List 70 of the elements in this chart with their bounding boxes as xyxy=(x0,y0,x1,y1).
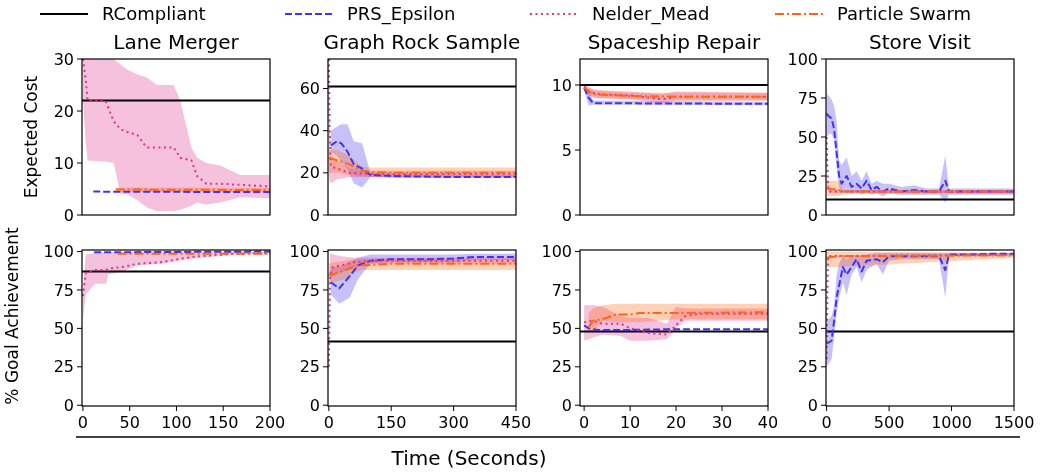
line-series xyxy=(826,112,1014,193)
x-tick-label: 500 xyxy=(873,413,905,432)
legend-label: RCompliant xyxy=(102,3,206,25)
y-tick-label: 50 xyxy=(53,318,74,338)
chart-title: Store Visit xyxy=(869,30,972,54)
y-tick-label: 75 xyxy=(797,88,818,108)
y-tick-label: 0 xyxy=(63,395,74,415)
x-tick-label: 40 xyxy=(757,413,779,432)
x-tick-label: 0 xyxy=(579,413,590,432)
legend-label: Particle Swarm xyxy=(837,3,972,25)
y-tick-label: 25 xyxy=(53,357,74,377)
y-tick-label: 25 xyxy=(551,357,572,377)
x-axis-title: Time (Seconds) xyxy=(390,446,547,470)
chart-title: Lane Merger xyxy=(113,30,240,54)
y-tick-label: 0 xyxy=(807,395,818,415)
y-tick-label: 50 xyxy=(551,318,572,338)
y-tick-label: 100 xyxy=(289,242,320,262)
x-tick-label: 10 xyxy=(619,413,641,432)
y-tick-label: 5 xyxy=(561,140,572,160)
y-tick-label: 75 xyxy=(797,280,818,300)
x-tick-label: 200 xyxy=(254,413,286,432)
y-tick-label: 40 xyxy=(299,121,320,141)
chart-title: Spaceship Repair xyxy=(587,30,762,54)
y-tick-label: 100 xyxy=(541,242,572,262)
x-tick-label: 1000 xyxy=(931,413,972,432)
x-tick-label: 450 xyxy=(500,413,532,432)
line-series xyxy=(329,140,516,179)
y-tick-label: 50 xyxy=(299,318,320,338)
y-tick-label: 10 xyxy=(53,153,74,173)
y-tick-label: 75 xyxy=(53,280,74,300)
line-series xyxy=(82,59,270,188)
x-tick-label: 20 xyxy=(665,413,687,432)
y-tick-label: 60 xyxy=(299,79,320,99)
y-tick-label: 100 xyxy=(787,49,818,69)
y-tick-label: 0 xyxy=(63,205,74,225)
chart-title: Graph Rock Sample xyxy=(323,30,521,54)
y-tick-label: 30 xyxy=(53,49,74,69)
y-tick-label: 25 xyxy=(797,166,818,186)
y-tick-label: 20 xyxy=(299,163,320,183)
y-tick-label: 50 xyxy=(797,318,818,338)
x-tick-label: 0 xyxy=(821,413,832,432)
y-tick-label: 0 xyxy=(561,395,572,415)
legend-label: PRS_Epsilon xyxy=(347,3,456,26)
y-tick-label: 100 xyxy=(787,242,818,262)
x-tick-label: 1500 xyxy=(993,413,1035,432)
x-tick-label: 150 xyxy=(207,413,239,432)
y-tick-label: 25 xyxy=(797,357,818,377)
line-series xyxy=(328,157,516,174)
y-axis-title: % Goal Achievement xyxy=(2,227,22,405)
y-tick-label: 50 xyxy=(797,127,818,147)
line-series xyxy=(328,262,516,276)
x-tick-label: 50 xyxy=(119,413,140,432)
y-tick-label: 100 xyxy=(43,242,74,262)
x-tick-label: 300 xyxy=(438,413,469,432)
x-tick-label: 0 xyxy=(77,413,89,432)
y-tick-label: 0 xyxy=(807,205,818,225)
x-tick-label: 100 xyxy=(161,413,192,432)
y-tick-label: 10 xyxy=(551,75,572,95)
x-tick-label: 150 xyxy=(375,413,407,432)
y-tick-label: 0 xyxy=(309,205,320,225)
y-tick-label: 0 xyxy=(309,395,320,415)
x-tick-label: 30 xyxy=(711,413,733,432)
y-tick-label: 75 xyxy=(299,280,320,300)
y-tick-label: 20 xyxy=(53,101,74,121)
y-tick-label: 75 xyxy=(551,280,572,300)
y-axis-title: Expected Cost xyxy=(21,75,41,199)
legend-label: Nelder_Mead xyxy=(592,3,710,26)
y-tick-label: 25 xyxy=(299,357,320,377)
y-tick-label: 0 xyxy=(561,205,572,225)
x-tick-label: 0 xyxy=(323,413,334,432)
